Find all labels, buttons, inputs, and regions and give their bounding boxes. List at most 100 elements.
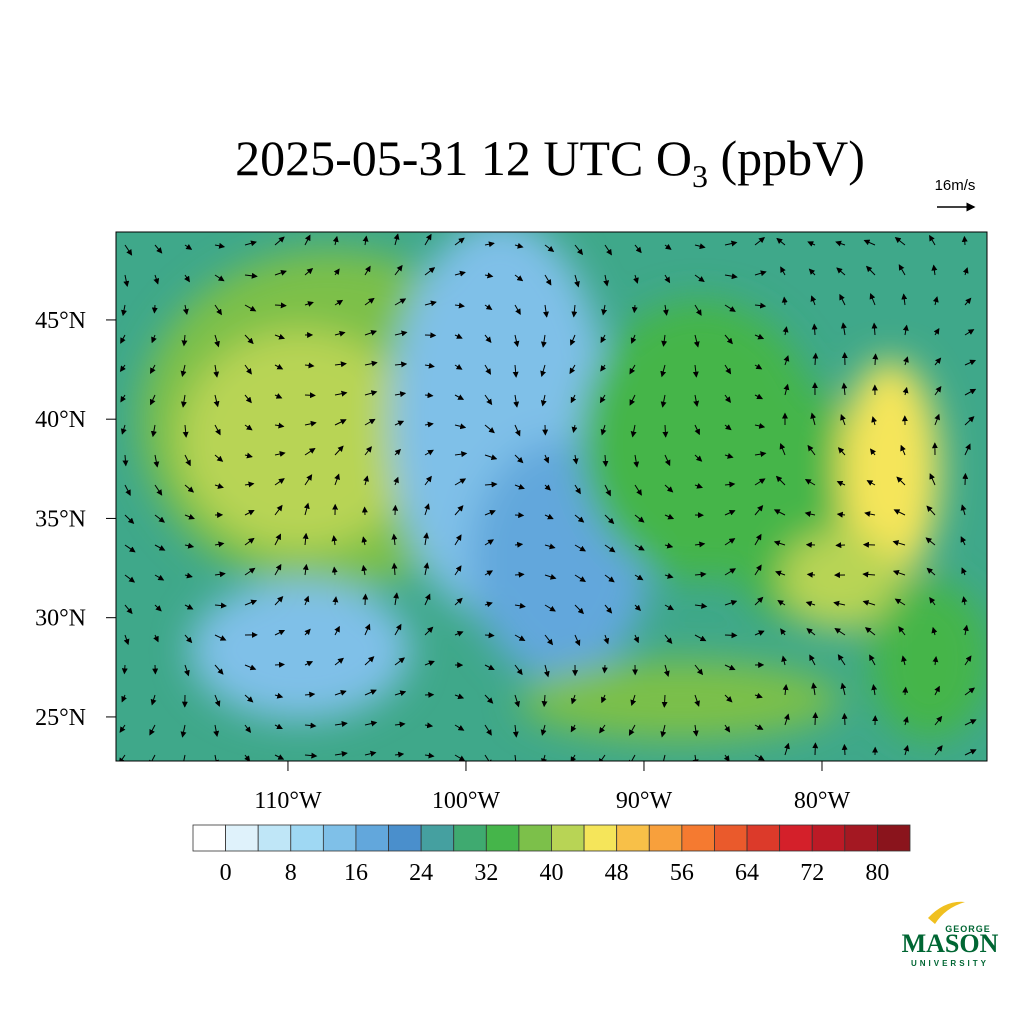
wind-arrow: [925, 537, 936, 546]
wind-arrow: [424, 503, 430, 516]
colorbar-label: 56: [670, 860, 694, 886]
wind-arrow: [182, 304, 189, 316]
wind-arrow: [514, 454, 524, 464]
wind-arrow: [724, 664, 736, 671]
wind-arrow: [773, 540, 786, 547]
wind-arrow: [754, 393, 764, 400]
wind-arrow: [394, 751, 405, 758]
wind-arrow: [903, 744, 910, 756]
wind-arrow: [571, 424, 578, 434]
wind-arrow: [836, 267, 846, 276]
colorbar-box: [551, 824, 585, 852]
wind-arrow: [394, 690, 407, 697]
wind-arrow: [754, 533, 762, 546]
wind-arrow: [811, 323, 818, 336]
wind-arrow: [244, 240, 257, 247]
wind-arrow: [660, 364, 667, 378]
wind-arrow: [180, 364, 187, 378]
colorbar-box: [225, 824, 259, 852]
wind-arrow: [454, 333, 463, 339]
wind-arrow: [754, 237, 766, 246]
wind-arrow: [213, 394, 220, 408]
wind-arrow: [120, 424, 127, 435]
wind-arrow: [123, 634, 130, 646]
x-tick-label: 110°W: [254, 788, 322, 814]
colorbar-box: [388, 824, 422, 852]
wind-arrow: [806, 571, 816, 578]
wind-arrow: [151, 334, 157, 344]
wind-arrow: [898, 626, 906, 636]
wind-arrow: [544, 604, 556, 612]
wind-arrow: [872, 353, 879, 366]
wind-arrow: [540, 394, 547, 407]
wind-arrow: [393, 233, 400, 246]
wind-arrow: [454, 451, 468, 458]
wind-arrow: [664, 513, 675, 520]
colorbar-box: [420, 824, 455, 852]
wind-arrow: [454, 270, 466, 277]
wind-arrow: [694, 243, 706, 250]
wind-arrow: [934, 413, 940, 426]
wind-arrow: [724, 481, 736, 488]
wind-arrow: [862, 600, 876, 606]
wind-arrow: [569, 334, 576, 346]
colorbar-box: [453, 824, 487, 852]
wind-arrow: [149, 394, 156, 406]
colorbar-box: [877, 824, 911, 852]
wind-arrow: [331, 535, 338, 546]
wind-arrow: [214, 454, 224, 462]
wind-arrow: [334, 473, 340, 486]
wind-arrow: [274, 504, 283, 516]
wind-arrow: [629, 394, 636, 406]
wind-arrow: [694, 424, 700, 436]
wind-arrow: [693, 334, 700, 348]
wind-arrow: [364, 418, 376, 426]
wind-arrow: [544, 513, 554, 520]
wind-arrow: [514, 602, 526, 609]
wind-arrow: [180, 394, 187, 408]
wind-arrow: [724, 394, 731, 403]
wind-arrow: [934, 385, 942, 396]
wind-arrow: [274, 629, 286, 636]
wind-arrow: [214, 602, 227, 609]
wind-arrow: [634, 244, 642, 254]
logo-bottom: UNIVERSITY: [911, 959, 989, 968]
wind-arrow: [779, 442, 786, 456]
wind-arrow: [807, 444, 816, 456]
wind-arrow: [862, 571, 876, 578]
colorbar-box: [192, 824, 226, 852]
wind-arrow: [304, 752, 318, 759]
wind-arrow: [964, 749, 977, 756]
wind-arrow: [424, 267, 436, 276]
wind-arrow: [780, 266, 786, 276]
wind-arrow: [213, 724, 220, 738]
wind-arrow: [932, 296, 939, 306]
wind-arrow: [244, 424, 253, 431]
wind-arrow: [863, 239, 876, 246]
wind-arrow: [754, 363, 763, 370]
wind-arrow: [304, 234, 311, 246]
wind-arrow: [570, 394, 577, 404]
wind-arrow: [934, 715, 943, 726]
wind-arrow: [604, 514, 615, 525]
wind-arrow: [664, 634, 673, 644]
wind-arrow: [214, 483, 224, 489]
wind-arrow: [836, 480, 846, 487]
wind-arrow: [964, 297, 972, 306]
wind-arrow: [244, 452, 253, 459]
wind-arrow: [119, 364, 126, 373]
wind-arrow: [633, 274, 639, 284]
wind-arrow: [574, 514, 585, 523]
wind-arrow: [604, 544, 616, 553]
wind-arrow: [304, 301, 314, 307]
wind-arrow: [841, 712, 848, 726]
wind-arrow: [964, 359, 977, 366]
wind-arrow: [514, 634, 526, 641]
wind-arrow: [754, 333, 765, 340]
wind-arrow: [866, 480, 876, 486]
wind-arrow: [454, 754, 466, 761]
wind-arrow: [334, 657, 344, 666]
wind-arrow: [484, 272, 494, 279]
wind-arrow: [484, 509, 496, 516]
wind-arrow: [724, 304, 736, 312]
